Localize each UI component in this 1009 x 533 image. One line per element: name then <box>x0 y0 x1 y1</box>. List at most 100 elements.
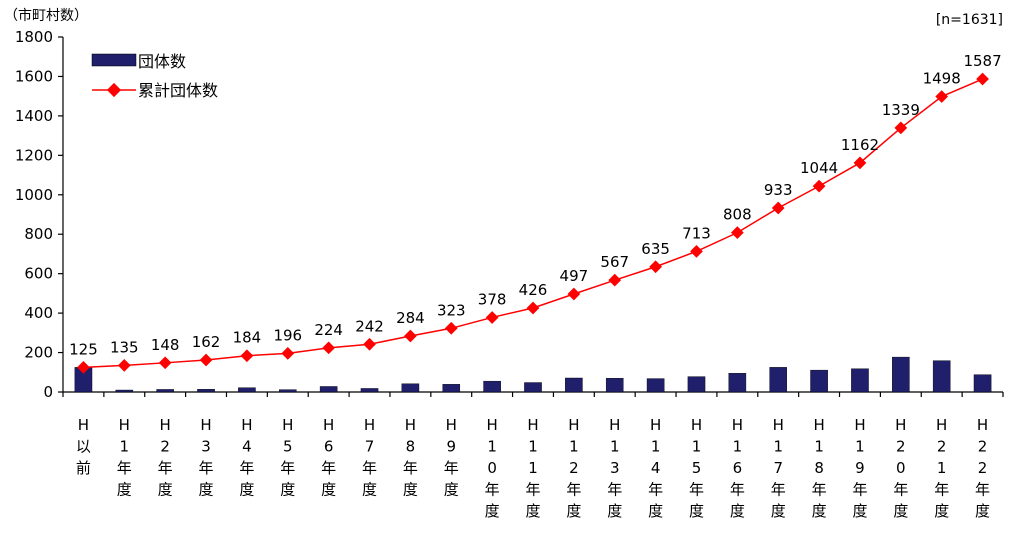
x-category-label: H 1 4 年度 <box>648 416 663 520</box>
data-label: 933 <box>764 181 793 199</box>
x-category-label: H 7 年度 <box>362 416 377 499</box>
data-label: 162 <box>192 333 221 351</box>
data-label: 378 <box>478 290 507 308</box>
bar <box>483 380 501 393</box>
bar <box>401 383 420 393</box>
bar <box>728 373 747 393</box>
data-label: 148 <box>151 336 180 354</box>
x-category-label: H 1 3 年度 <box>607 416 622 520</box>
line-point <box>199 353 213 367</box>
x-category-label: H 2 年度 <box>158 416 173 499</box>
line-point <box>444 321 458 335</box>
y-tick-label: 200 <box>24 344 53 362</box>
bar <box>605 377 624 393</box>
line-point <box>363 337 376 351</box>
line-series <box>77 72 989 374</box>
bar <box>360 388 379 393</box>
data-label: 323 <box>437 301 466 319</box>
line-point <box>158 356 172 370</box>
data-label: 713 <box>682 224 711 242</box>
y-tick-label: 1600 <box>15 67 53 85</box>
x-category-label: H 5 年度 <box>280 416 295 499</box>
x-category-label: H 1 2 年度 <box>566 416 581 520</box>
data-label: 567 <box>600 253 629 271</box>
line-point <box>117 359 131 372</box>
legend-bar-swatch <box>91 53 137 67</box>
line-point <box>976 72 989 86</box>
x-category-label: H 9 年度 <box>444 416 459 499</box>
bar <box>851 368 869 393</box>
bar <box>932 360 951 393</box>
x-category-label: H 1 5 年度 <box>689 416 704 520</box>
bar <box>238 387 256 393</box>
bar <box>279 389 297 393</box>
data-label: 196 <box>273 326 302 344</box>
data-label: 497 <box>560 267 589 285</box>
data-label: 426 <box>519 281 548 299</box>
x-category-label: H 1 0 年度 <box>485 416 500 520</box>
bar <box>565 377 583 393</box>
line-point <box>771 201 785 215</box>
bar <box>646 378 665 393</box>
data-label: 135 <box>110 338 139 356</box>
line-point <box>322 341 336 355</box>
sample-size-note: [n=1631] <box>936 12 1003 28</box>
x-category-label: H 1 年度 <box>117 416 132 499</box>
bar <box>319 386 338 393</box>
y-tick-label: 1200 <box>15 146 53 164</box>
data-label: 125 <box>69 340 98 358</box>
bar <box>524 382 542 393</box>
y-tick-label: 1000 <box>15 186 53 204</box>
x-category-label: H 6 年度 <box>321 416 336 499</box>
cumulative-line <box>83 78 983 369</box>
data-label: 1162 <box>841 136 879 154</box>
x-category-label: H 1 8 年度 <box>812 416 827 520</box>
bar <box>769 367 787 393</box>
bar <box>197 389 215 393</box>
line-point <box>812 179 826 193</box>
axes: 0 200 400 600 800 1000 1200 1400 1600 1800 <box>15 28 1004 401</box>
y-tick-label: 1800 <box>15 28 53 46</box>
x-category-label: H 2 2 年度 <box>975 416 990 520</box>
bar <box>687 376 706 393</box>
x-category-label: H 2 1 年度 <box>934 416 949 520</box>
bar <box>156 389 174 393</box>
data-label: 1587 <box>963 52 1001 70</box>
data-label: 1339 <box>882 101 920 119</box>
data-label: 808 <box>723 206 752 224</box>
data-label: 224 <box>314 321 343 339</box>
line-point <box>281 346 295 360</box>
legend: 団体数 累計団体数 <box>91 52 218 100</box>
data-labels: 125 135 148 162 184 196 224 242 284 323 378 426 497 5… <box>69 52 1002 358</box>
x-category-label: H 1 6 年度 <box>730 416 745 520</box>
line-point <box>690 245 703 258</box>
data-label: 1044 <box>800 159 838 177</box>
bar <box>892 356 910 393</box>
line-point <box>485 311 499 324</box>
bar <box>810 369 828 393</box>
x-category-label: H 1 1 年度 <box>525 416 540 520</box>
legend-marker-swatch <box>106 82 122 98</box>
x-category-label: H 1 9 年度 <box>852 416 867 520</box>
legend-bar-label: 団体数 <box>138 52 186 71</box>
x-category-label: H 以前 <box>76 416 91 477</box>
line-point <box>608 273 622 287</box>
data-label: 1498 <box>923 70 961 88</box>
line-point <box>649 260 662 274</box>
data-label: 284 <box>396 309 425 327</box>
y-tick-label: 800 <box>24 225 53 243</box>
legend-line-label: 累計団体数 <box>138 81 218 100</box>
data-label: 635 <box>641 240 670 258</box>
bar-series <box>74 356 992 393</box>
line-point <box>935 90 949 103</box>
line-point <box>567 287 581 301</box>
x-category-label: H 2 0 年度 <box>893 416 908 520</box>
bar <box>115 389 134 393</box>
x-category-labels: H 以前 H 1 年度 H 2 年度 H 3 年度 H 4 年度 H 5 年度 H 6 年度 H 7 年度 H 8 年度 H 9 年度 H… <box>76 416 990 520</box>
line-point <box>404 329 417 343</box>
y-tick-label: 600 <box>24 265 53 283</box>
y-unit-label: （市町村数） <box>4 7 88 24</box>
line-point <box>240 349 254 363</box>
x-category-label: H 1 7 年度 <box>771 416 786 520</box>
